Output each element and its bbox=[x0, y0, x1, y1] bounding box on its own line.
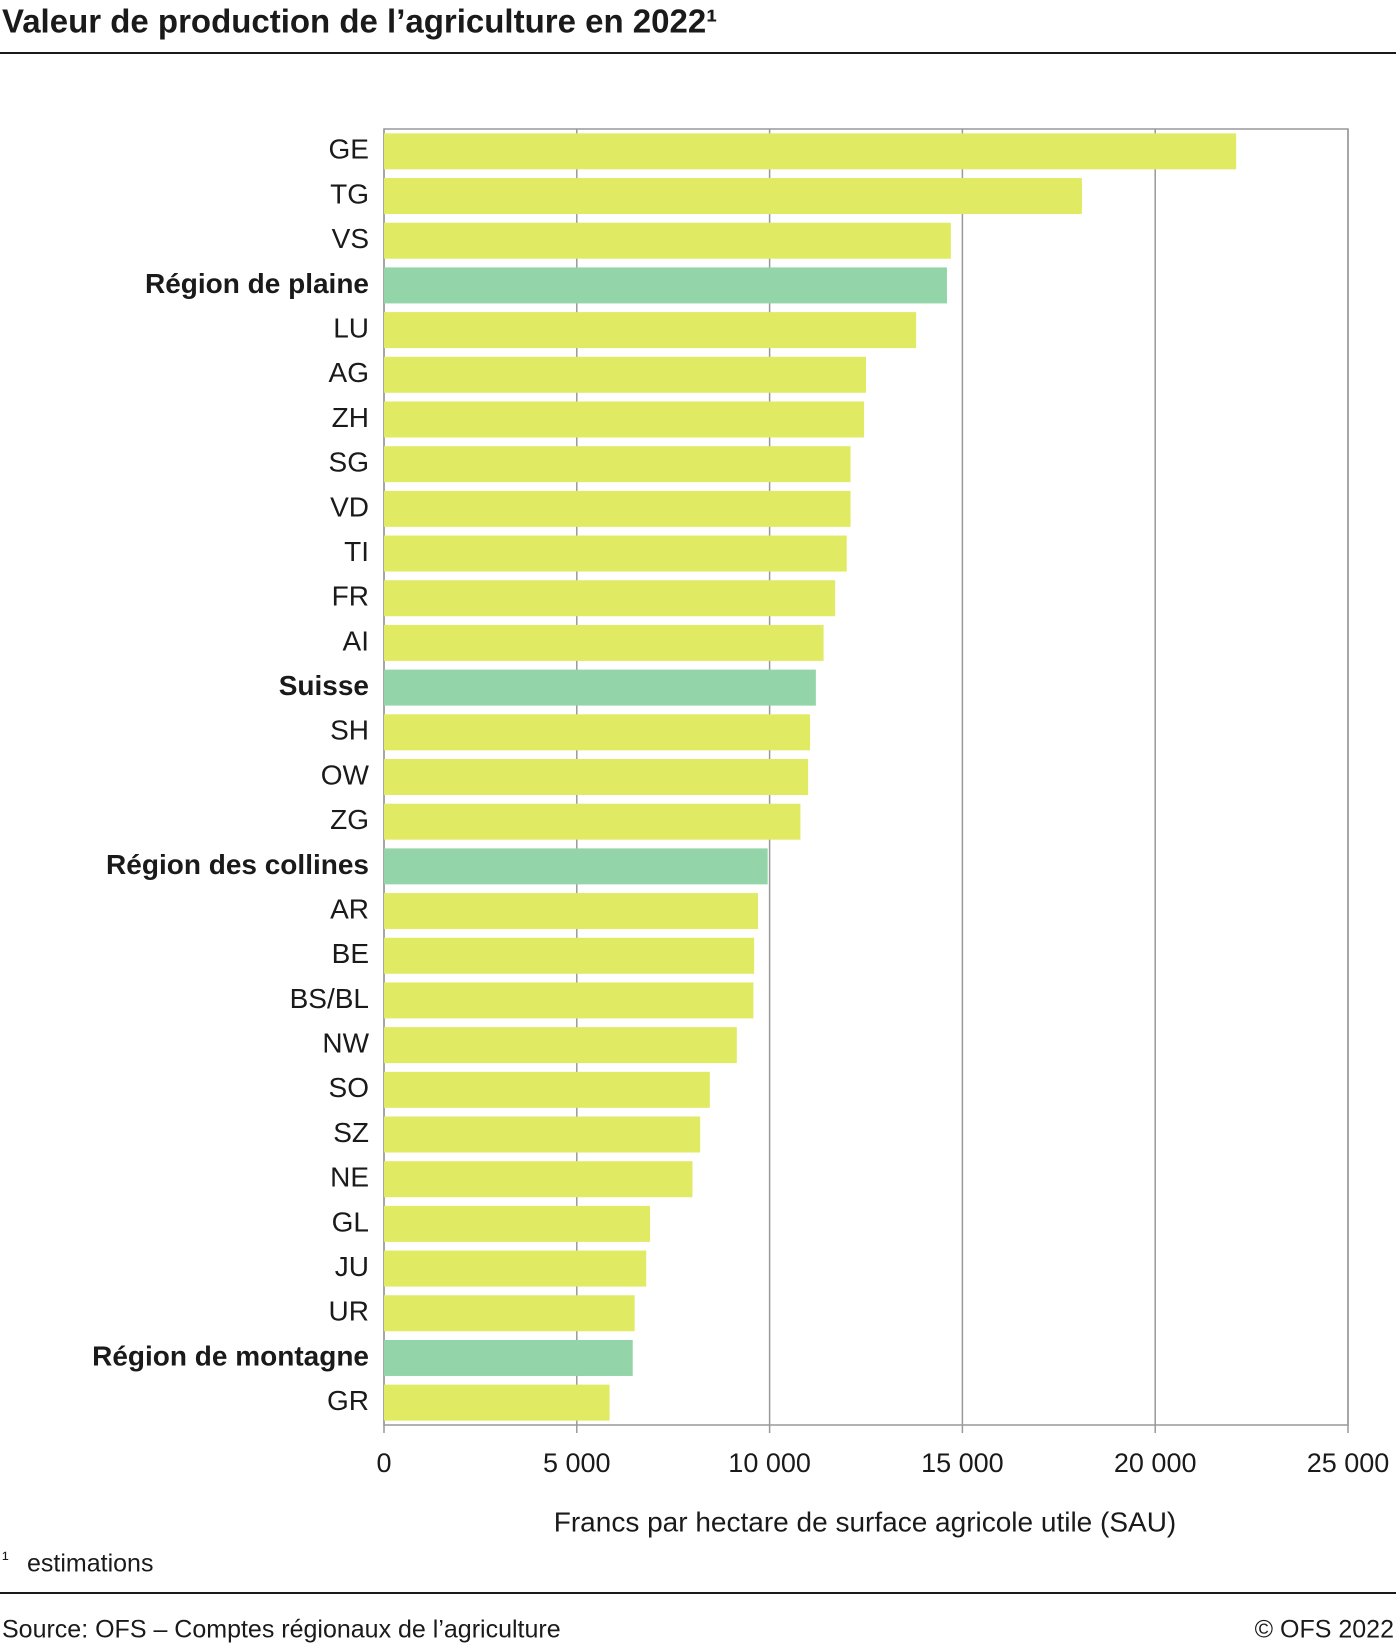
footnote-mark: ¹ bbox=[2, 1548, 9, 1570]
bar bbox=[384, 1071, 710, 1108]
y-tick-label: SG bbox=[329, 447, 369, 478]
x-tick-label: 5 000 bbox=[543, 1448, 611, 1478]
bar bbox=[384, 178, 1082, 215]
bar bbox=[384, 1205, 651, 1242]
bar bbox=[384, 848, 768, 885]
y-tick-label: Région de montagne bbox=[92, 1340, 369, 1371]
y-tick-label: Région de plaine bbox=[145, 268, 369, 299]
bar bbox=[384, 535, 847, 572]
bar bbox=[384, 267, 947, 304]
bar bbox=[384, 446, 851, 483]
bar bbox=[384, 356, 866, 393]
bar bbox=[384, 580, 836, 617]
y-tick-label: SH bbox=[330, 715, 369, 746]
y-tick-label: LU bbox=[333, 312, 369, 343]
bar bbox=[384, 1384, 610, 1421]
y-tick-label: TI bbox=[344, 536, 369, 567]
y-tick-label: GL bbox=[332, 1206, 369, 1237]
bar bbox=[384, 312, 917, 349]
chart-title: Valeur de production de l’agriculture en… bbox=[2, 3, 717, 40]
bar bbox=[384, 222, 951, 259]
y-tick-label: VD bbox=[330, 491, 369, 522]
bar bbox=[384, 1339, 633, 1376]
y-tick-label: Région des collines bbox=[106, 849, 369, 880]
bar bbox=[384, 937, 755, 974]
bar bbox=[384, 624, 824, 661]
bar bbox=[384, 1295, 635, 1332]
bar bbox=[384, 1116, 701, 1153]
y-tick-label: AG bbox=[329, 357, 369, 388]
y-tick-label: NW bbox=[322, 1028, 369, 1059]
y-tick-label: SZ bbox=[333, 1117, 369, 1148]
x-tick-label: 25 000 bbox=[1307, 1448, 1390, 1478]
y-tick-label: GE bbox=[329, 134, 369, 165]
y-tick-label: NE bbox=[330, 1162, 369, 1193]
bar bbox=[384, 803, 801, 840]
y-tick-label: JU bbox=[335, 1251, 369, 1282]
x-tick-label: 15 000 bbox=[921, 1448, 1004, 1478]
bar bbox=[384, 490, 851, 527]
bar bbox=[384, 982, 754, 1019]
x-axis-label: Francs par hectare de surface agricole u… bbox=[554, 1506, 1177, 1537]
y-tick-label: OW bbox=[321, 759, 370, 790]
y-tick-label: BE bbox=[332, 938, 369, 969]
bar bbox=[384, 893, 759, 930]
y-tick-label: BS/BL bbox=[290, 983, 369, 1014]
bar bbox=[384, 759, 809, 795]
x-tick-label: 0 bbox=[376, 1448, 391, 1478]
y-tick-label: TG bbox=[330, 178, 369, 209]
bar bbox=[384, 714, 811, 751]
y-tick-label: UR bbox=[329, 1296, 369, 1327]
bar bbox=[384, 669, 816, 706]
x-tick-label: 20 000 bbox=[1114, 1448, 1197, 1478]
y-tick-label: ZH bbox=[332, 402, 369, 433]
y-tick-label: GR bbox=[327, 1385, 369, 1416]
y-tick-label: FR bbox=[332, 581, 369, 612]
source: Source: OFS – Comptes régionaux de l’agr… bbox=[2, 1616, 561, 1644]
y-tick-label: AR bbox=[330, 893, 369, 924]
y-tick-label: ZG bbox=[330, 804, 369, 835]
footnote: estimations bbox=[27, 1550, 153, 1578]
x-tick-label: 10 000 bbox=[728, 1448, 811, 1478]
y-tick-label: Suisse bbox=[279, 670, 369, 701]
bar bbox=[384, 1027, 737, 1064]
bar bbox=[384, 401, 865, 438]
y-tick-label: SO bbox=[329, 1072, 369, 1103]
copyright: © OFS 2022 bbox=[1255, 1616, 1394, 1644]
bar bbox=[384, 1161, 693, 1198]
bar bbox=[384, 1250, 647, 1287]
bar bbox=[384, 133, 1237, 170]
y-tick-label: VS bbox=[332, 223, 369, 254]
y-tick-label: AI bbox=[343, 625, 369, 656]
